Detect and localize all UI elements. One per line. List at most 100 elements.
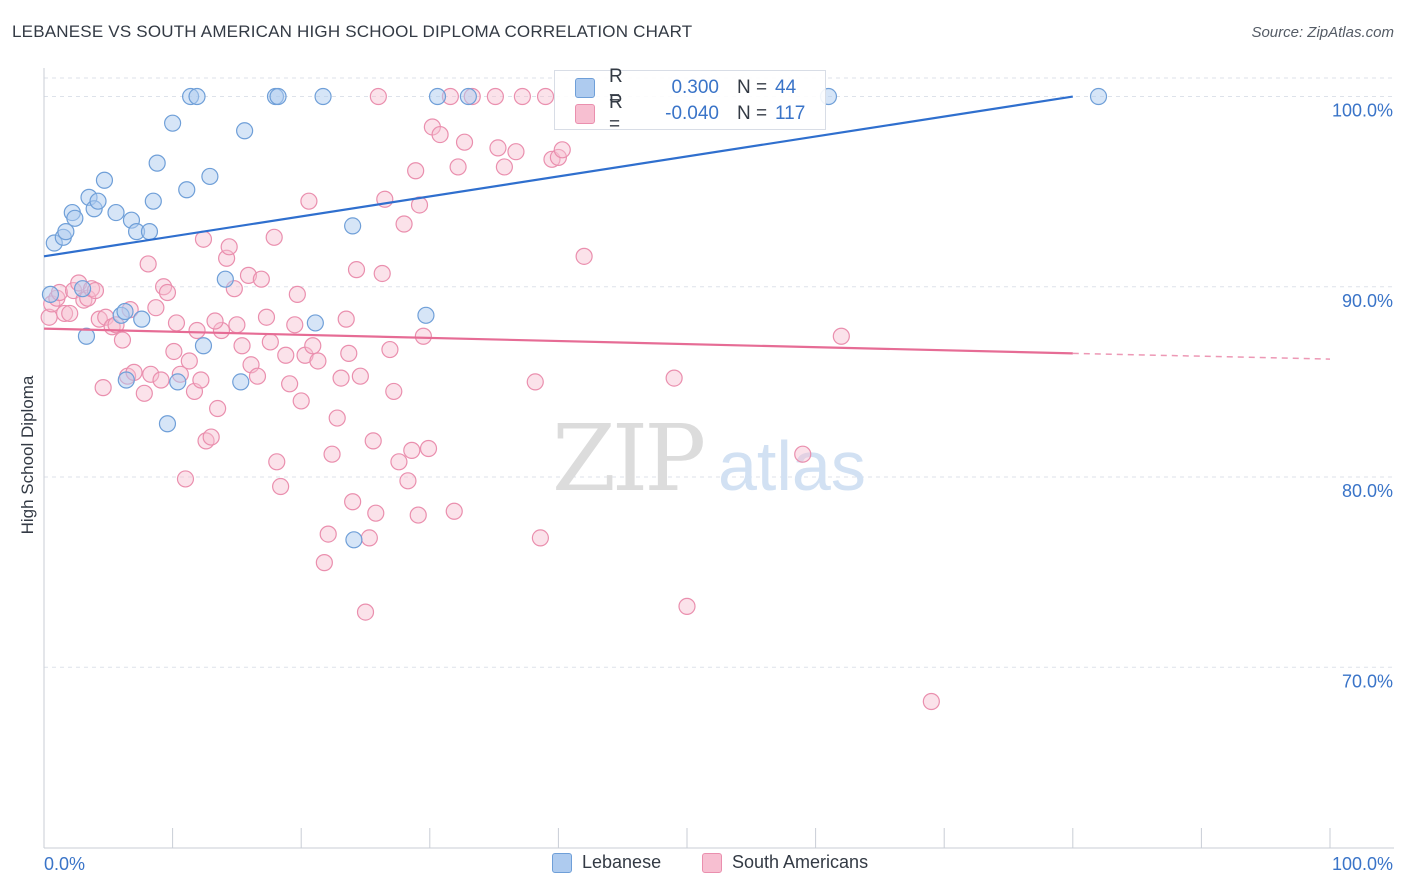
lebanese-point bbox=[41, 285, 60, 303]
legend-label-south-americans: South Americans bbox=[732, 852, 869, 872]
south-americans-point bbox=[431, 125, 449, 144]
south-americans-point bbox=[340, 344, 358, 362]
south-americans-point bbox=[113, 331, 132, 349]
lebanese-trendline bbox=[43, 95, 1073, 258]
south-americans-point bbox=[192, 371, 210, 389]
south-americans-point bbox=[90, 310, 108, 328]
south-americans-point bbox=[261, 333, 279, 351]
lebanese-point bbox=[133, 310, 151, 328]
south-americans-point bbox=[536, 87, 555, 106]
south-americans-trendline bbox=[43, 327, 1073, 355]
legend-item-lebanese[interactable]: Lebanese bbox=[552, 852, 661, 873]
south-americans-point bbox=[220, 238, 238, 256]
r-value-south-americans: -0.040 bbox=[665, 103, 719, 124]
south-americans-point bbox=[395, 215, 413, 233]
r-label: R = bbox=[609, 92, 623, 135]
y-tick-label: 90.0% bbox=[1342, 291, 1393, 311]
south-americans-point bbox=[209, 399, 227, 418]
south-americans-point bbox=[286, 316, 304, 334]
lebanese-point bbox=[158, 415, 177, 433]
lebanese-point bbox=[417, 306, 435, 324]
south-americans-point bbox=[323, 445, 341, 463]
south-americans-point bbox=[360, 529, 378, 547]
lebanese-point bbox=[144, 192, 162, 210]
lebanese-point bbox=[164, 114, 182, 132]
lebanese-point bbox=[73, 280, 92, 298]
south-americans-point bbox=[152, 371, 170, 389]
south-americans-point bbox=[678, 597, 696, 615]
south-americans-point bbox=[356, 603, 375, 621]
lebanese-point bbox=[140, 223, 159, 241]
lebanese-point bbox=[232, 373, 250, 391]
lebanese-point bbox=[459, 87, 477, 106]
south-americans-trendline-extension bbox=[1072, 352, 1331, 360]
south-americans-point bbox=[202, 428, 220, 446]
lebanese-point bbox=[77, 327, 96, 345]
south-americans-point bbox=[265, 228, 283, 246]
south-americans-point bbox=[455, 133, 474, 151]
south-americans-point bbox=[277, 346, 295, 364]
south-americans-point bbox=[239, 266, 258, 284]
south-americans-point bbox=[304, 337, 322, 355]
x-tick-label: 0.0% bbox=[44, 854, 85, 874]
south-americans-point bbox=[449, 158, 467, 176]
south-americans-point bbox=[553, 141, 571, 159]
y-tick-label: 70.0% bbox=[1342, 671, 1393, 691]
south-americans-point bbox=[272, 477, 290, 496]
south-americans-point bbox=[188, 321, 206, 340]
south-americans-point bbox=[206, 312, 224, 330]
lebanese-point bbox=[345, 531, 363, 549]
n-label: N = bbox=[737, 77, 768, 98]
south-americans-point bbox=[180, 352, 198, 370]
south-americans-point bbox=[347, 261, 366, 279]
south-americans-point bbox=[309, 352, 327, 370]
lebanese-point bbox=[194, 337, 213, 355]
south-americans-point bbox=[252, 270, 270, 288]
south-americans-point bbox=[794, 445, 812, 463]
lebanese-point bbox=[1089, 87, 1108, 106]
south-americans-point bbox=[228, 316, 246, 334]
south-americans-point bbox=[292, 392, 310, 410]
south-americans-point bbox=[281, 375, 299, 393]
n-value-south-americans: 117 bbox=[775, 103, 806, 124]
lebanese-swatch bbox=[575, 78, 595, 98]
lebanese-swatch bbox=[552, 852, 572, 873]
lebanese-point bbox=[107, 203, 125, 222]
south-americans-point bbox=[531, 529, 549, 547]
south-americans-point bbox=[495, 158, 513, 176]
lebanese-point bbox=[306, 314, 324, 332]
south-americans-point bbox=[407, 162, 425, 180]
x-tick-label: 100.0% bbox=[1332, 854, 1393, 874]
south-americans-point bbox=[319, 525, 337, 543]
lebanese-point bbox=[169, 373, 187, 391]
south-americans-point bbox=[165, 342, 183, 361]
legend-item-south-americans[interactable]: South Americans bbox=[702, 852, 868, 873]
lebanese-point bbox=[117, 371, 135, 389]
south-americans-point bbox=[300, 192, 318, 210]
south-americans-point bbox=[55, 304, 74, 323]
south-americans-point bbox=[332, 369, 350, 387]
south-americans-point bbox=[513, 87, 531, 106]
south-americans-point bbox=[147, 299, 165, 317]
lebanese-point bbox=[89, 192, 107, 210]
lebanese-point bbox=[66, 209, 84, 227]
south-americans-point bbox=[399, 472, 417, 490]
south-americans-point bbox=[328, 409, 346, 427]
south-americans-point bbox=[351, 367, 369, 385]
south-americans-point bbox=[268, 453, 286, 471]
lebanese-point bbox=[57, 223, 75, 241]
south-americans-swatch bbox=[575, 104, 595, 124]
lebanese-point bbox=[116, 302, 134, 321]
south-americans-point bbox=[922, 692, 940, 711]
south-americans-swatch bbox=[702, 852, 722, 873]
south-americans-point bbox=[665, 369, 683, 387]
lebanese-point bbox=[148, 154, 166, 172]
south-americans-point bbox=[486, 87, 504, 106]
chart-source: Source: ZipAtlas.com bbox=[1251, 24, 1394, 41]
stats-row-south-americans: R = -0.040 N = 117 bbox=[575, 92, 806, 135]
south-americans-point bbox=[489, 139, 507, 157]
lebanese-point bbox=[344, 217, 362, 235]
south-americans-point bbox=[344, 493, 362, 511]
south-americans-point bbox=[832, 327, 850, 345]
